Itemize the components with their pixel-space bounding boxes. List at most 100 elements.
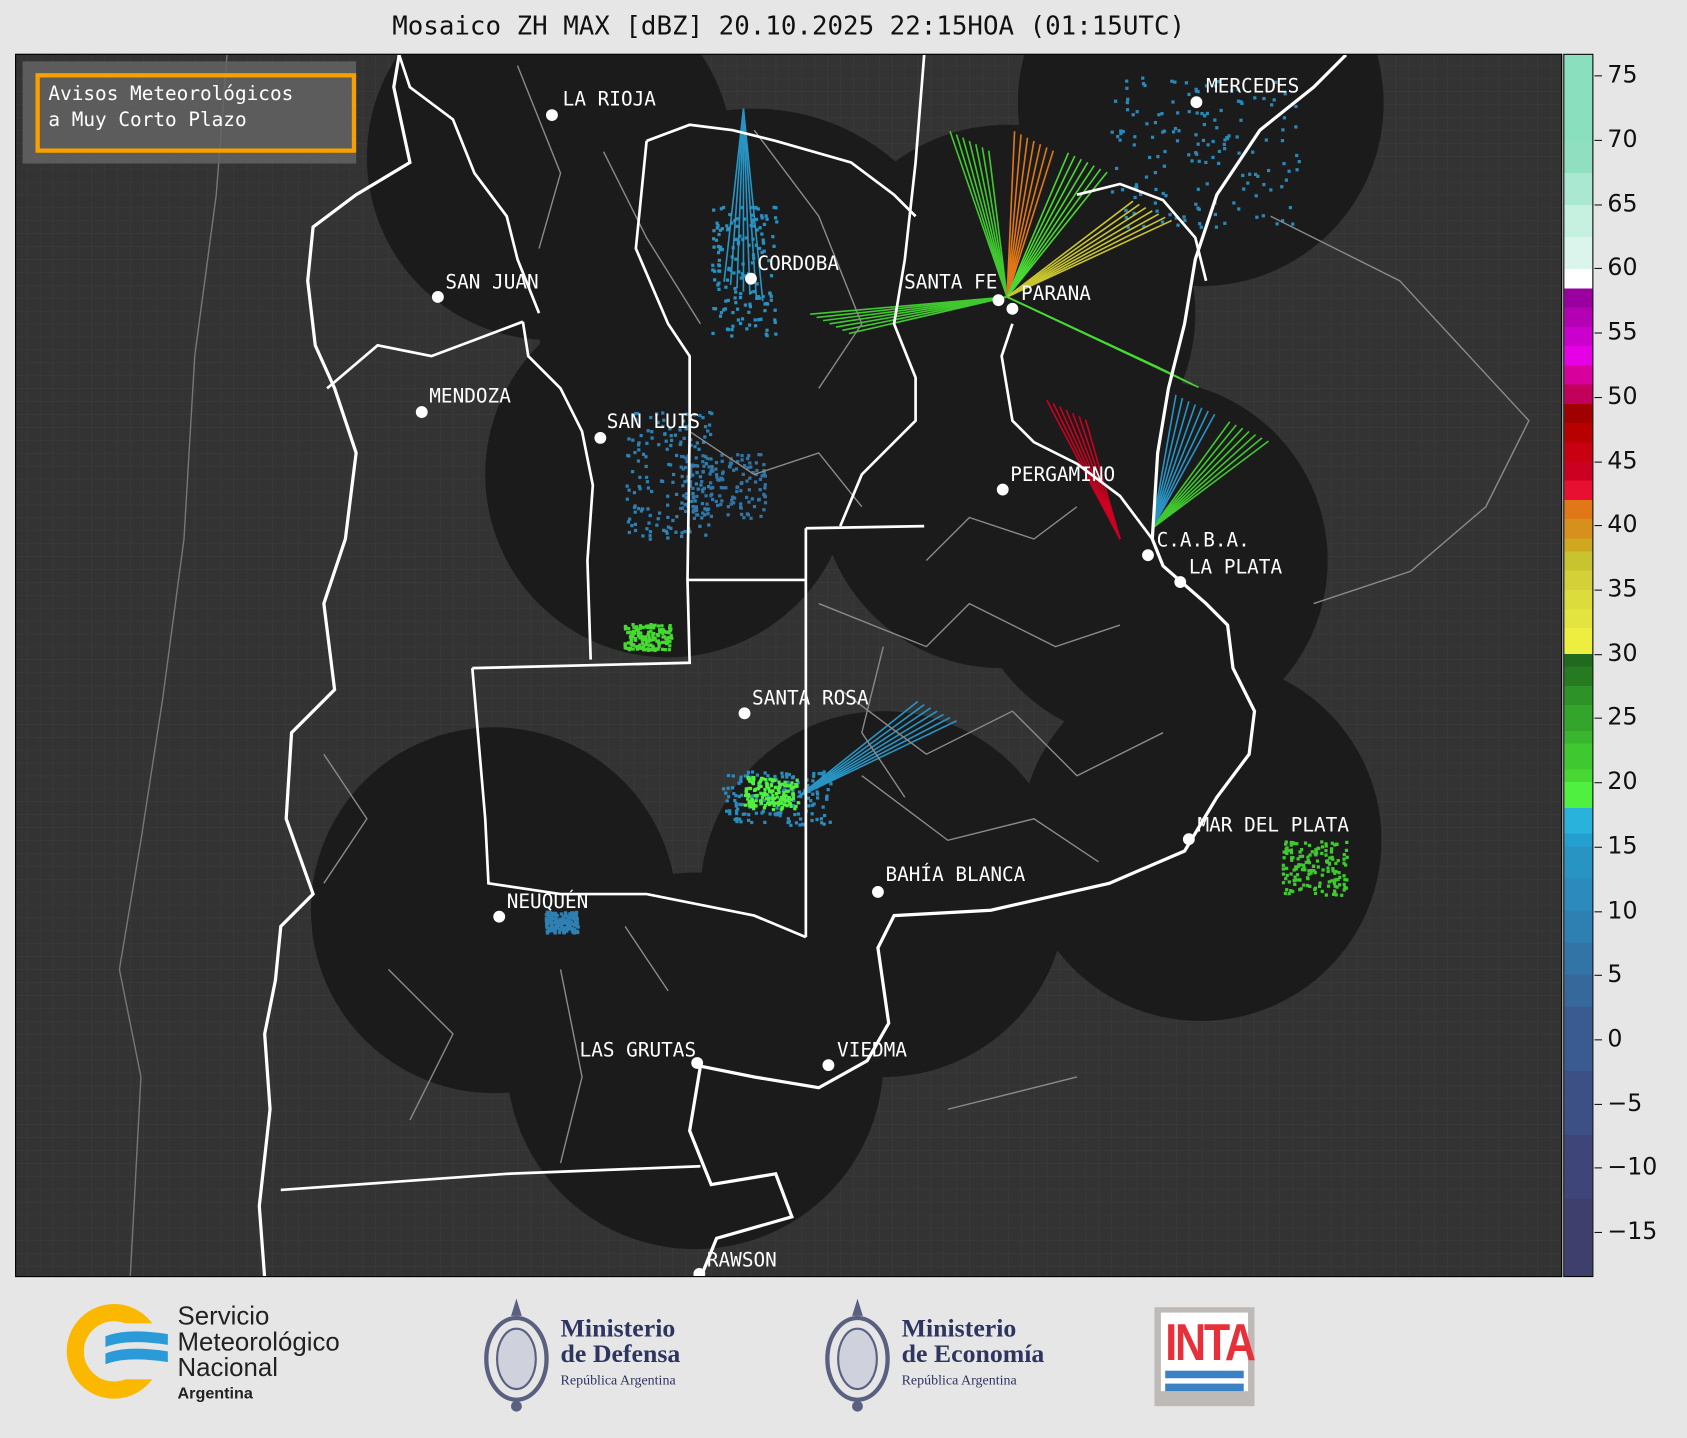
radar-echo xyxy=(777,785,781,789)
radar-echo xyxy=(725,224,729,228)
radar-echo xyxy=(678,428,682,432)
radar-echo xyxy=(678,442,682,447)
radar-echo xyxy=(743,803,748,807)
radar-echo xyxy=(1266,168,1271,173)
radar-echo xyxy=(753,787,757,792)
radar-echo xyxy=(1254,194,1258,198)
radar-ray xyxy=(796,707,932,798)
radar-echo xyxy=(644,464,648,469)
radar-echo xyxy=(692,516,696,520)
radar-echo xyxy=(661,631,665,635)
radar-map[interactable]: LA RIOJA MERCEDES CORDOBA SAN JUAN SANTA FE P… xyxy=(15,53,1563,1278)
radar-echo xyxy=(563,912,567,916)
radar-echo xyxy=(787,796,792,800)
radar-echo xyxy=(745,793,749,797)
radar-echo xyxy=(754,324,758,328)
radar-echo xyxy=(688,480,693,484)
radar-echo xyxy=(1211,155,1215,160)
radar-echo xyxy=(790,781,794,785)
radar-echo xyxy=(1308,884,1312,888)
radar-echo xyxy=(685,412,689,416)
radar-echo xyxy=(648,648,652,652)
radar-echo xyxy=(631,623,635,627)
radar-echo xyxy=(718,314,723,318)
radar-echo xyxy=(641,625,645,629)
radar-echo xyxy=(1294,125,1298,129)
radar-echo xyxy=(754,799,758,803)
radar-echo xyxy=(1201,138,1206,143)
radar-echo xyxy=(794,782,798,787)
radar-echo xyxy=(1342,888,1346,892)
radar-ray xyxy=(1006,210,1153,298)
radar-echo xyxy=(726,773,731,778)
radar-echo xyxy=(763,791,767,795)
radar-echo xyxy=(717,287,721,291)
radar-echo xyxy=(696,487,700,491)
radar-echo xyxy=(653,636,657,640)
radar-echo xyxy=(553,931,557,935)
radar-echo xyxy=(550,927,555,931)
radar-echo xyxy=(695,470,699,475)
radar-echo xyxy=(725,327,730,331)
radar-echo xyxy=(737,795,741,799)
radar-echo xyxy=(1330,855,1334,860)
radar-echo xyxy=(755,773,760,777)
radar-echo xyxy=(810,803,815,807)
radar-echo xyxy=(1333,843,1337,847)
radar-echo xyxy=(764,214,768,218)
city-dot xyxy=(546,109,558,122)
radar-echo xyxy=(1285,888,1289,892)
radar-echo xyxy=(1295,153,1299,158)
radar-echo xyxy=(629,639,633,643)
inta-bar xyxy=(1165,1383,1244,1392)
radar-ray xyxy=(1071,412,1121,540)
radar-echo xyxy=(780,775,785,779)
radar-echo xyxy=(738,505,743,509)
radar-echo xyxy=(1164,194,1168,198)
radar-echo xyxy=(742,217,747,221)
radar-echo xyxy=(703,435,707,439)
radar-echo xyxy=(644,475,649,479)
radar-echo xyxy=(797,790,802,794)
radar-echo xyxy=(690,499,694,504)
radar-echo xyxy=(737,270,741,274)
radar-echo xyxy=(635,625,639,629)
radar-echo xyxy=(757,781,761,785)
radar-echo xyxy=(698,475,703,479)
radar-echo xyxy=(812,802,816,806)
radar-echo xyxy=(662,418,666,422)
radar-ray xyxy=(1006,165,1095,298)
radar-echo xyxy=(685,502,689,506)
radar-echo xyxy=(762,508,766,512)
radar-echo xyxy=(777,790,781,795)
economia-line-3: República Argentina xyxy=(901,1371,1017,1388)
radar-echo xyxy=(663,640,667,645)
radar-echo xyxy=(679,506,683,511)
radar-echo xyxy=(815,792,820,796)
radar-echo xyxy=(747,500,751,504)
radar-echo xyxy=(769,298,773,302)
radar-echo xyxy=(671,518,675,523)
radar-echo xyxy=(754,217,759,222)
city-la-rioja: LA RIOJA xyxy=(546,87,656,122)
radar-ray xyxy=(1151,430,1250,529)
radar-echo xyxy=(779,795,783,800)
radar-echo xyxy=(574,916,578,920)
radar-echo xyxy=(703,507,707,511)
radar-echo xyxy=(657,624,661,628)
radar-echo xyxy=(763,494,767,498)
radar-echo xyxy=(649,415,653,420)
radar-echo xyxy=(774,332,778,336)
radar-echo xyxy=(711,497,715,502)
radar-echo xyxy=(770,796,774,800)
radar-echo xyxy=(767,789,772,793)
radar-echo xyxy=(822,822,826,826)
radar-echo xyxy=(1326,869,1330,874)
radar-echo xyxy=(776,787,780,791)
radar-echo xyxy=(1329,850,1334,854)
radar-echo xyxy=(816,796,820,800)
smn-line-1: Servicio xyxy=(177,1301,270,1331)
radar-echo xyxy=(1237,207,1241,211)
radar-echo xyxy=(700,502,705,506)
radar-echo xyxy=(711,268,715,272)
